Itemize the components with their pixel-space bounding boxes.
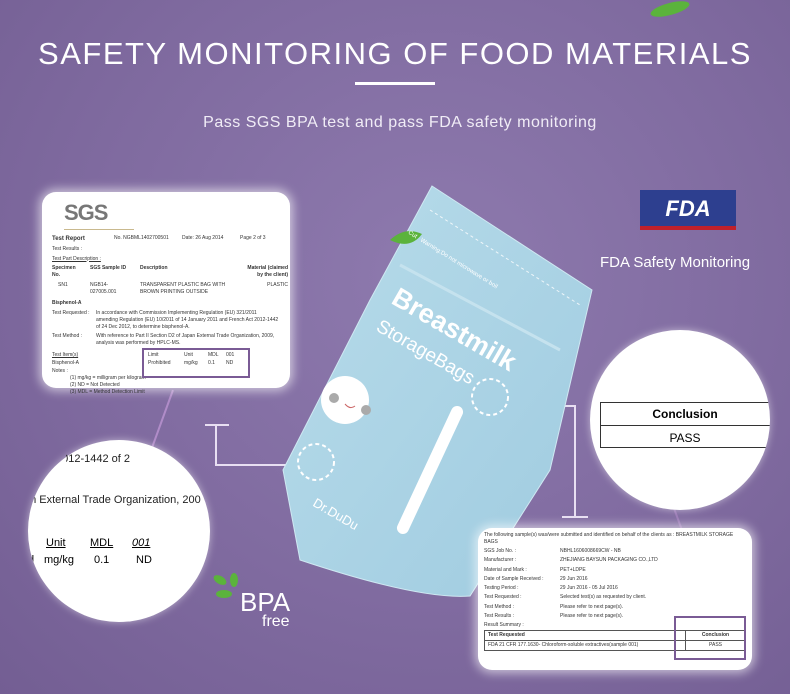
col-header: Description [140,265,168,272]
note: (3) MDL = Method Detection Limit [70,388,145,395]
cell: ND [226,359,234,366]
cell: TRANSPARENT PLASTIC BAG WITH BROWN PRINT… [140,281,226,295]
report-title: Test Report [52,235,85,242]
leaf-icon [213,573,238,598]
fda-logo: FDA [640,190,736,230]
zoom-val: d [28,554,35,566]
report-text: Test Part Description : [52,255,101,262]
page-title: SAFETY MONITORING OF FOOD MATERIALS [38,36,752,71]
zoom-col: MDL [90,537,114,549]
label: Test Method : [52,333,83,340]
conclusion-value: PASS [669,431,701,445]
value: With reference to Part II Section D2 of … [96,333,275,347]
result-summary-table: Test Requested Conclusion FDA 21 CFR 177.… [484,630,746,651]
zoom-val: mg/kg [44,554,74,566]
cell: NGB14-027005.001 [90,281,117,295]
page-subtitle: Pass SGS BPA test and pass FDA safety mo… [203,114,597,131]
sgs-summary-report: The following sample(s) was/were submitt… [478,528,752,670]
report-date: Date: 26 Aug 2014 [182,234,224,241]
report-field: Manufacturer : ZHEJIANG BAYSUN PACKAGING … [484,557,658,564]
report-field: SGS Job No. : NBHL1606008669CW - NB [484,548,621,554]
conclusion-header: Conclusion [652,407,718,421]
col-header: Specimen No. [52,265,76,279]
leaf-icon [390,231,422,244]
cell: mg/kg [184,359,198,366]
col-header: Test Item(s) [52,351,79,358]
label: Test Requested : [52,310,90,317]
zoom-circle-bpa-result: an External Trade Organization, 200 Unit… [28,440,210,622]
zoom-val: ND [136,554,152,566]
note: (1) mg/kg = milligram per kilogram [70,375,146,382]
cell: PLASTIC [267,281,288,288]
report-page: Page 2 of 3 [240,234,266,241]
bpa-free-badge: BPA free [240,587,291,630]
zoom-text: an External Trade Organization, 200 [28,494,201,506]
cell: Bisphenol-A [52,359,79,366]
connector-line [574,405,576,517]
zoom-val: 0.1 [94,554,110,566]
notes-label: Notes : [52,368,68,375]
section-title: Bisphenol-A [52,300,82,307]
col-header: MDL [208,351,219,358]
report-field: Test Results : Please refer to next page(… [484,612,624,619]
report-field: Test Requested : Selected test(s) as requ… [484,594,647,601]
zoom-circle-conclusion: Conclusion PASS [590,330,770,510]
report-text: Test Results : [52,245,83,252]
col-header: Material (claimed by the client) [247,265,288,279]
connector-line [215,424,217,466]
connector-line [215,464,295,466]
col-header: Limit [148,351,159,358]
sgs-test-report: SGS Test Report No. NGBML1402700501 Date… [42,192,290,395]
highlight-box [142,348,250,378]
note: (2) ND = Not Detected [70,381,120,388]
highlight-box [674,616,746,660]
report-field: Material and Mark : PET+LDPE [484,566,586,573]
leaf-icon [650,1,690,17]
fda-label: FDA Safety Monitoring [600,254,751,271]
report-number: No. NGBML1402700501 [114,234,169,241]
col-header: SGS Sample ID [90,265,127,272]
zoom-col: Unit [46,537,66,549]
report-field: Date of Sample Received :29 Jun 2016 [484,575,588,582]
col-header: 001 [226,351,235,358]
cell: SN1 [58,281,68,288]
connector-line [205,424,229,426]
sgs-logo: SGS [64,198,134,230]
title-divider [355,82,435,85]
cell: Prohibited [148,359,171,366]
report-intro: The following sample(s) was/were submitt… [484,532,734,545]
report-field: Testing Period :29 Jun 2016 - 05 Jul 201… [484,585,618,591]
value: In accordance with Commission Implementi… [96,310,279,330]
report-field: Test Method : Please refer to next page(s… [484,603,624,610]
col-header: Unit [184,351,193,358]
cell: 0.1 [208,359,215,366]
zoom-col: 001 [132,537,151,549]
summary-label: Result Summary : [484,621,524,628]
connector-line [562,516,588,518]
zoom-text: ct 2012-1442 of 2 [66,453,130,465]
